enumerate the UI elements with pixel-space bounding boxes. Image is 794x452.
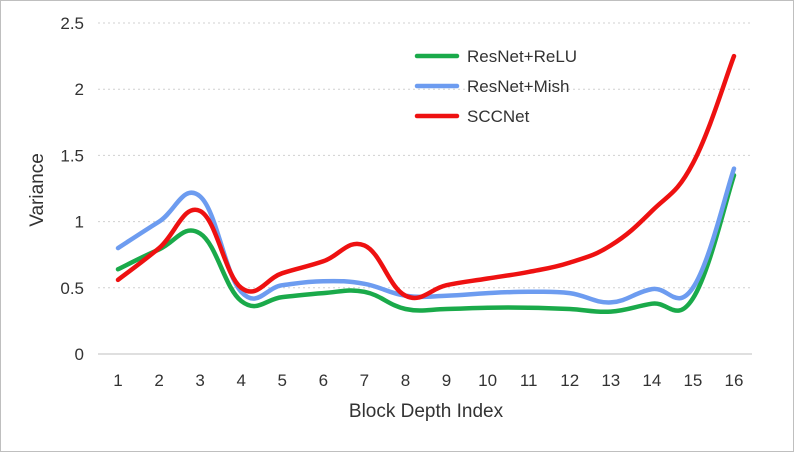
legend-label-resnet-relu: ResNet+ReLU	[467, 47, 577, 66]
y-tick-label: 0	[75, 345, 84, 364]
legend-label-sccnet: SCCNet	[467, 107, 530, 126]
legend-label-resnet-mish: ResNet+Mish	[467, 77, 570, 96]
x-tick-label: 1	[113, 371, 122, 390]
x-axis-title: Block Depth Index	[349, 401, 504, 422]
x-tick-label: 2	[154, 371, 163, 390]
x-tick-label: 4	[236, 371, 245, 390]
x-tick-label: 5	[278, 371, 287, 390]
x-tick-label: 6	[319, 371, 328, 390]
x-tick-labels: 1 2 3 4 5 6 7 8 9 10 11 12 13 14 15 16	[113, 371, 743, 390]
x-tick-label: 11	[520, 371, 538, 390]
legend: ResNet+ReLU ResNet+Mish SCCNet	[414, 47, 577, 126]
y-axis-title: Variance	[27, 153, 48, 227]
x-tick-label: 12	[560, 371, 579, 390]
y-tick-labels: 0 0.5 1 1.5 2 2.5	[60, 14, 84, 364]
series-line-sccnet	[115, 53, 737, 301]
series-lines	[115, 53, 737, 315]
x-tick-label: 14	[642, 371, 661, 390]
series-line-resnet-relu	[115, 173, 737, 315]
y-tick-label: 0.5	[60, 279, 84, 298]
x-tick-label: 13	[601, 371, 620, 390]
y-tick-label: 1	[75, 213, 84, 232]
x-tick-label: 9	[442, 371, 451, 390]
y-tick-label: 1.5	[60, 146, 84, 165]
x-tick-label: 16	[725, 371, 744, 390]
x-tick-label: 10	[478, 371, 497, 390]
x-tick-label: 15	[683, 371, 702, 390]
series-line-resnet-mish	[115, 166, 737, 305]
x-tick-label: 7	[360, 371, 369, 390]
y-tick-label: 2	[75, 80, 84, 99]
gridlines	[98, 22, 752, 289]
x-tick-label: 8	[401, 371, 410, 390]
y-tick-label: 2.5	[60, 14, 84, 33]
x-tick-label: 3	[195, 371, 204, 390]
